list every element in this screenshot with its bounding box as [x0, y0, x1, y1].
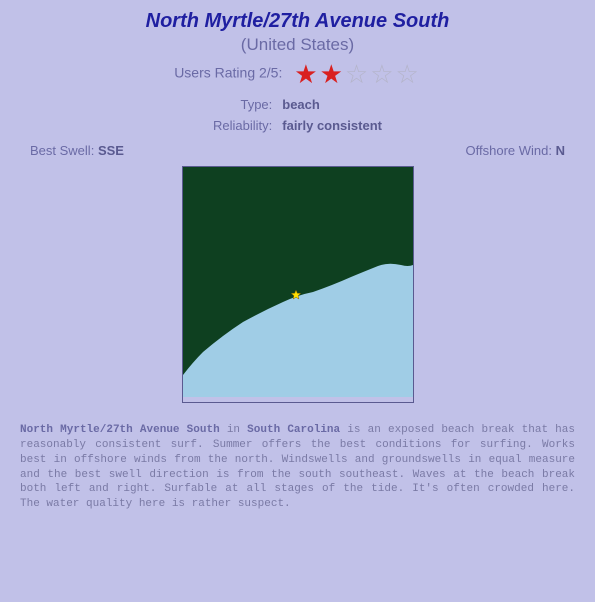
star-filled-icon: ★	[294, 61, 319, 87]
wind-row: Best Swell: SSE Offshore Wind: N	[0, 137, 595, 158]
swell-value: SSE	[98, 143, 124, 158]
reliability-label: Reliability:	[209, 116, 276, 135]
desc-spot-name: North Myrtle/27th Avenue South	[20, 424, 220, 436]
offshore-label: Offshore Wind:	[466, 143, 552, 158]
country-subtitle: (United States)	[0, 35, 595, 55]
offshore-value: N	[556, 143, 565, 158]
desc-region: South Carolina	[247, 424, 340, 436]
type-label: Type:	[209, 95, 276, 114]
rating-stars: ★★☆☆☆	[294, 61, 421, 87]
page-title: North Myrtle/27th Avenue South	[0, 0, 595, 33]
location-map	[182, 166, 414, 403]
reliability-value: fairly consistent	[278, 116, 386, 135]
star-empty-icon: ☆	[396, 61, 421, 87]
desc-text2: is an exposed beach break that has reaso…	[20, 424, 575, 510]
description: North Myrtle/27th Avenue South in South …	[0, 403, 595, 512]
rating-label: Users Rating 2/5:	[174, 65, 282, 81]
swell-block: Best Swell: SSE	[30, 143, 124, 158]
type-value: beach	[278, 95, 386, 114]
star-filled-icon: ★	[320, 61, 345, 87]
star-empty-icon: ☆	[345, 61, 370, 87]
rating-row: Users Rating 2/5: ★★☆☆☆	[0, 61, 595, 87]
info-table: Type: beach Reliability: fairly consiste…	[207, 93, 388, 137]
swell-label: Best Swell:	[30, 143, 94, 158]
map-svg	[183, 167, 413, 397]
star-empty-icon: ☆	[370, 61, 395, 87]
map-container	[0, 166, 595, 403]
offshore-block: Offshore Wind: N	[466, 143, 565, 158]
desc-text1: in	[220, 424, 248, 436]
